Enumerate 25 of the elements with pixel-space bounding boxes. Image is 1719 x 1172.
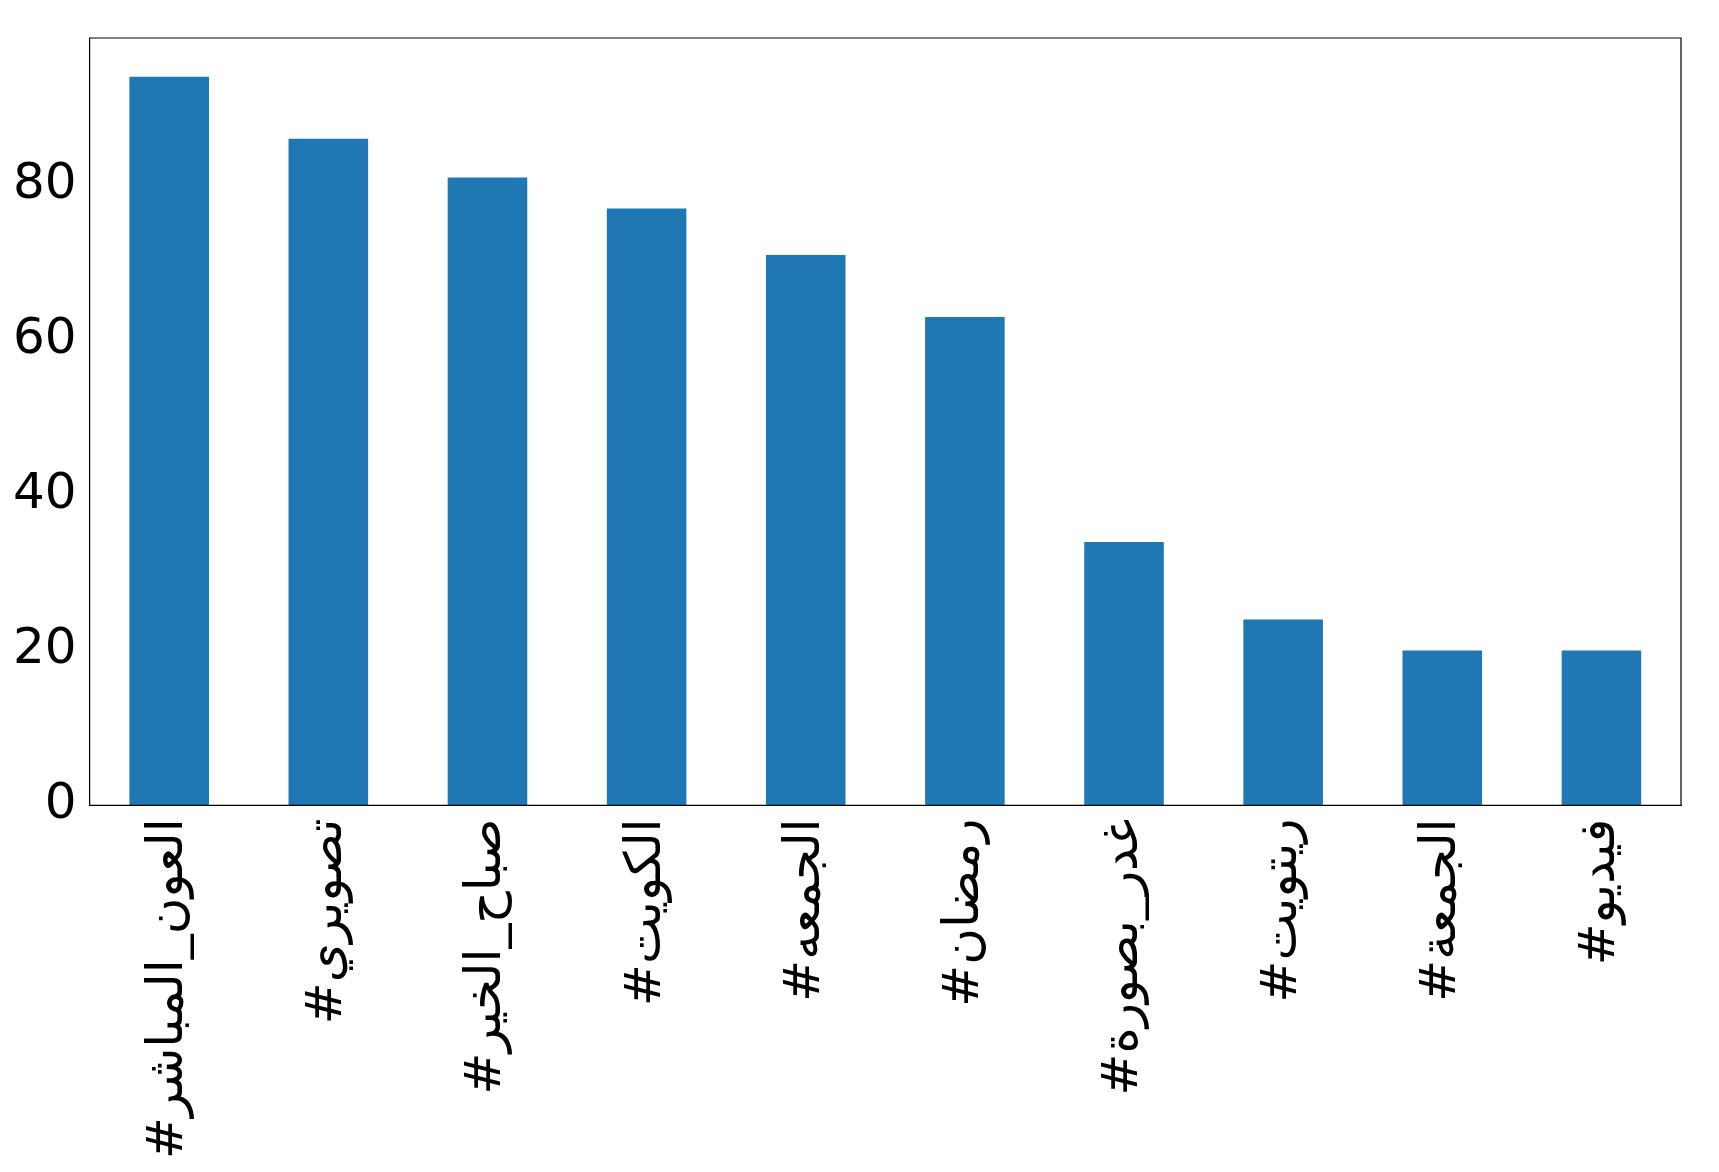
x-tick-label: #الجمعه [772,818,831,1002]
bar [1084,541,1164,806]
x-tick-label: #الكويت [613,818,672,1006]
x-tick-label: #فيديو [1568,818,1627,966]
y-tick-label: 40 [13,462,77,521]
x-tick-label: #الجمعة [1409,818,1468,1002]
bar [129,76,209,806]
y-tick-label: 20 [13,617,77,676]
x-tick-label: #العون_المباشر [136,818,195,1160]
bar [288,138,369,806]
bar [1561,650,1642,806]
bar [606,208,687,806]
x-tick-label: #غدر_بصورة [1091,818,1149,1096]
x-tick-label: #رمضان [931,818,990,1007]
y-tick-label: 80 [13,152,77,211]
bar [765,255,846,806]
bar [1243,619,1323,806]
bar [447,177,528,806]
y-tick-label: 60 [13,307,77,366]
x-tick-label: #ريتويت [1250,818,1309,1003]
bar [1402,650,1483,806]
y-tick-label: 0 [44,772,77,831]
x-tick-label: #صباح_الخير [454,818,513,1095]
x-tick-label: #تصويري [295,818,354,1025]
bar [925,317,1005,806]
